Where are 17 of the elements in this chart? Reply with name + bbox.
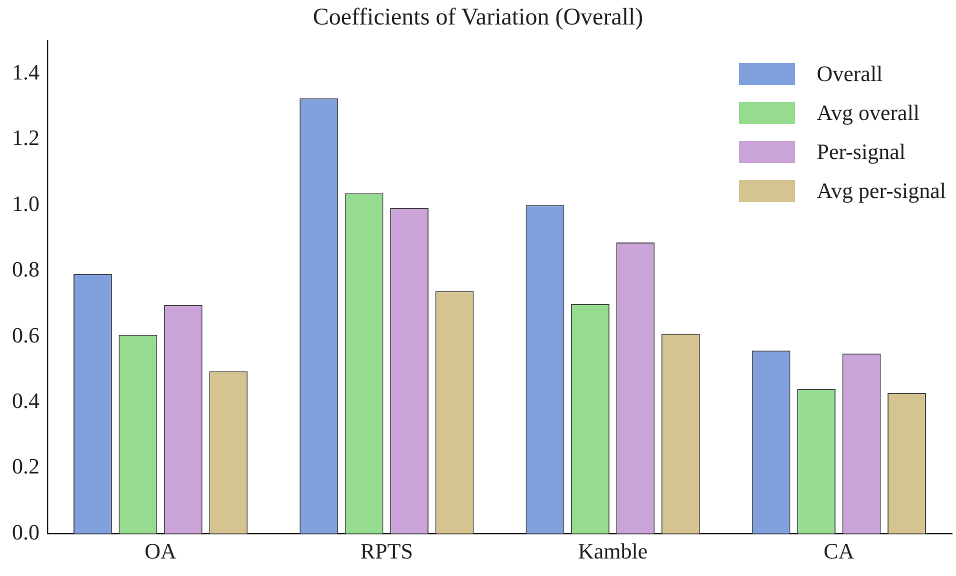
y-tick-label: 0.2 bbox=[12, 454, 40, 479]
y-tick-label: 0.6 bbox=[12, 322, 40, 348]
x-tick-label: CA bbox=[824, 538, 854, 564]
y-tick-label: 0.0 bbox=[12, 519, 40, 544]
x-tick-label: RPTS bbox=[360, 538, 413, 564]
legend-label: Avg overall bbox=[816, 100, 920, 126]
legend-label: Avg per-signal bbox=[816, 178, 946, 204]
y-tick-label: 1.0 bbox=[12, 190, 40, 216]
chart-title: Coefficients of Variation (Overall) bbox=[312, 4, 644, 31]
y-tick-label: 0.8 bbox=[12, 256, 40, 282]
legend-label: Overall bbox=[816, 60, 883, 86]
x-tick-label: Kamble bbox=[578, 538, 648, 564]
legend-label: Per-signal bbox=[816, 138, 906, 164]
y-tick-label: 0.4 bbox=[12, 388, 40, 413]
y-tick-label: 1.4 bbox=[12, 59, 40, 84]
x-tick-label: OA bbox=[144, 538, 177, 564]
y-tick-label: 1.2 bbox=[12, 125, 40, 150]
